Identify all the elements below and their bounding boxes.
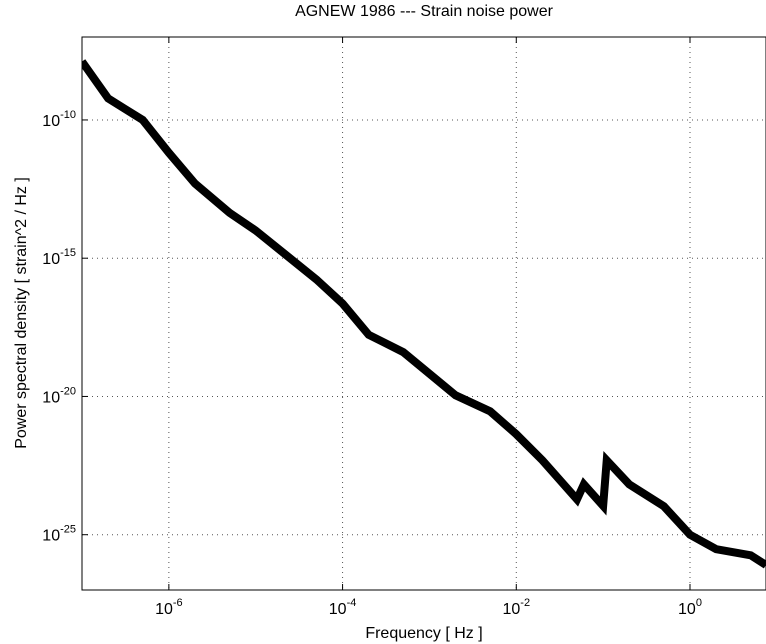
plot-area (82, 59, 766, 569)
x-tick-label: 10-2 (502, 597, 530, 618)
y-axis-label: Power spectral density [ strain^2 / Hz ] (13, 177, 30, 449)
x-tick-label: 10-6 (155, 597, 183, 618)
x-axis-label: Frequency [ Hz ] (365, 625, 482, 642)
y-tick-label: 10-20 (42, 385, 76, 406)
x-tick-label: 100 (678, 597, 702, 618)
y-tick-label: 10-25 (42, 524, 76, 545)
x-tick-label: 10-4 (329, 597, 357, 618)
y-tick-label: 10-10 (42, 109, 76, 130)
plot-frame (81, 36, 766, 591)
chart-title: AGNEW 1986 --- Strain noise power (295, 3, 554, 20)
line-series (82, 59, 766, 569)
y-tick-label: 10-15 (42, 247, 76, 268)
